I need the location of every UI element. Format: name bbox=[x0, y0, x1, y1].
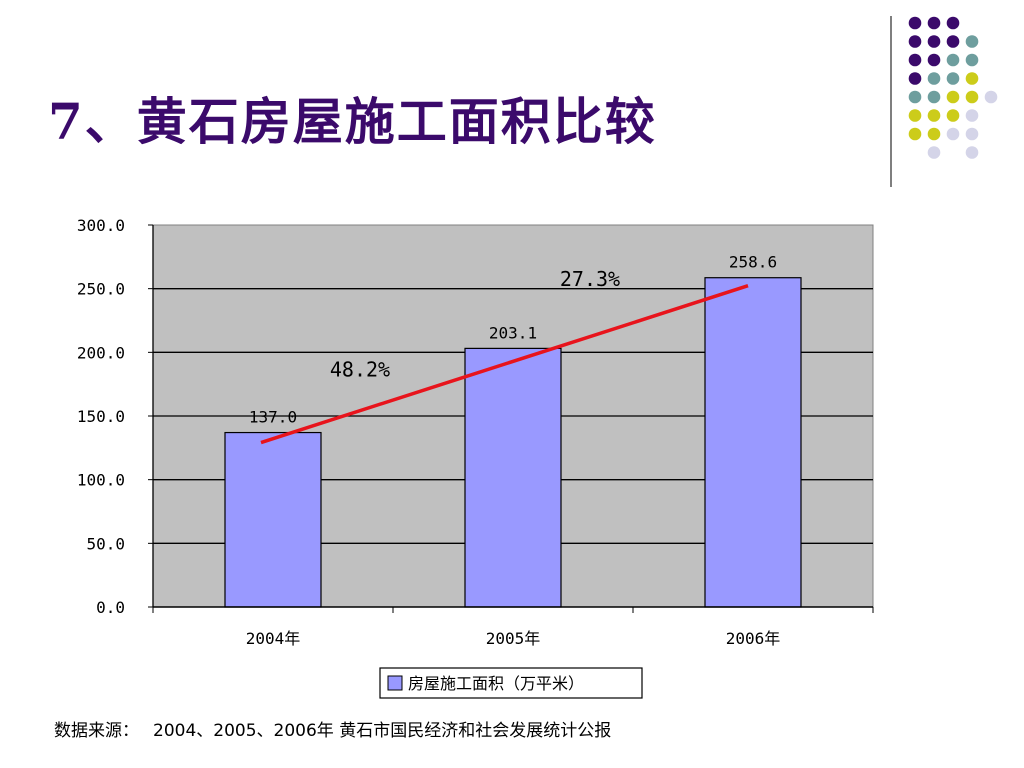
decorative-dot bbox=[946, 16, 960, 30]
slide-title: 7、黄石房屋施工面积比较 bbox=[48, 92, 657, 151]
x-tick-label: 2004年 bbox=[246, 629, 301, 648]
legend-swatch bbox=[387, 675, 403, 691]
decorative-dot bbox=[927, 127, 941, 141]
decorative-dot bbox=[965, 53, 979, 67]
decorative-dot bbox=[927, 90, 941, 104]
trend-line bbox=[260, 284, 749, 445]
source-label: 数据来源： bbox=[54, 721, 139, 741]
growth-annotation: 27.3% bbox=[560, 267, 620, 291]
trend-line-group bbox=[260, 284, 749, 445]
decorative-dot bbox=[927, 109, 941, 122]
y-tick-label: 250.0 bbox=[77, 280, 125, 299]
x-tick-label: 2006年 bbox=[726, 629, 781, 648]
y-tick-label: 200.0 bbox=[77, 343, 125, 362]
value-labels: 137.0 203.1 258.6 bbox=[249, 253, 777, 427]
decorative-dot bbox=[908, 127, 922, 141]
x-tick-label: 2005年 bbox=[486, 629, 541, 648]
decorative-dot bbox=[908, 53, 922, 67]
bar bbox=[704, 277, 802, 608]
x-tick-labels: 2004年 2005年 2006年 bbox=[246, 629, 781, 648]
decorative-dot bbox=[927, 35, 941, 48]
growth-annotations: 48.2% 27.3% bbox=[330, 267, 620, 381]
decorative-dot bbox=[965, 35, 979, 48]
decorative-dot bbox=[908, 109, 922, 122]
source-note: 数据来源： 2004、2005、2006年 黄石市国民经济和社会发展统计公报 bbox=[54, 716, 611, 741]
decorative-dot bbox=[927, 146, 941, 159]
decorative-dot bbox=[965, 109, 979, 122]
decorative-dot bbox=[927, 72, 941, 85]
legend: 房屋施工面积（万平米） bbox=[379, 667, 643, 699]
y-tick-label: 100.0 bbox=[77, 471, 125, 490]
decorative-dot bbox=[908, 90, 922, 104]
decorative-dot bbox=[946, 90, 960, 104]
bar-value-label: 203.1 bbox=[489, 323, 537, 342]
decorative-dot bbox=[946, 109, 960, 122]
decorative-dot bbox=[946, 72, 960, 85]
decorative-dot bbox=[984, 90, 998, 104]
decorative-dot bbox=[946, 127, 960, 141]
decorative-dot bbox=[965, 90, 979, 104]
decorative-dot bbox=[927, 53, 941, 67]
y-tick-labels: 0.0 50.0 100.0 150.0 200.0 250.0 300.0 bbox=[77, 216, 125, 617]
bar bbox=[464, 347, 562, 608]
decorative-dot bbox=[908, 72, 922, 85]
y-tick-label: 0.0 bbox=[96, 598, 125, 617]
decorative-dot bbox=[908, 16, 922, 30]
legend-label: 房屋施工面积（万平米） bbox=[408, 674, 584, 693]
legend-box bbox=[379, 667, 643, 699]
decorative-dot bbox=[908, 35, 922, 48]
source-text: 2004、2005、2006年 黄石市国民经济和社会发展统计公报 bbox=[153, 721, 612, 741]
decorative-dot bbox=[965, 127, 979, 141]
decorative-dot bbox=[946, 35, 960, 48]
decorative-dot bbox=[965, 72, 979, 85]
growth-annotation: 48.2% bbox=[330, 357, 390, 381]
bar-value-label: 137.0 bbox=[249, 408, 297, 427]
y-tick-label: 150.0 bbox=[77, 407, 125, 426]
bar bbox=[224, 431, 322, 608]
bar-value-label: 258.6 bbox=[729, 253, 777, 272]
decorative-dot bbox=[965, 146, 979, 159]
y-tick-label: 300.0 bbox=[77, 216, 125, 235]
decorative-dot bbox=[946, 53, 960, 67]
y-tick-label: 50.0 bbox=[86, 534, 125, 553]
bars bbox=[224, 277, 802, 608]
decorative-dot bbox=[927, 16, 941, 30]
decorative-dot-grid bbox=[890, 16, 998, 187]
axes bbox=[148, 224, 874, 613]
